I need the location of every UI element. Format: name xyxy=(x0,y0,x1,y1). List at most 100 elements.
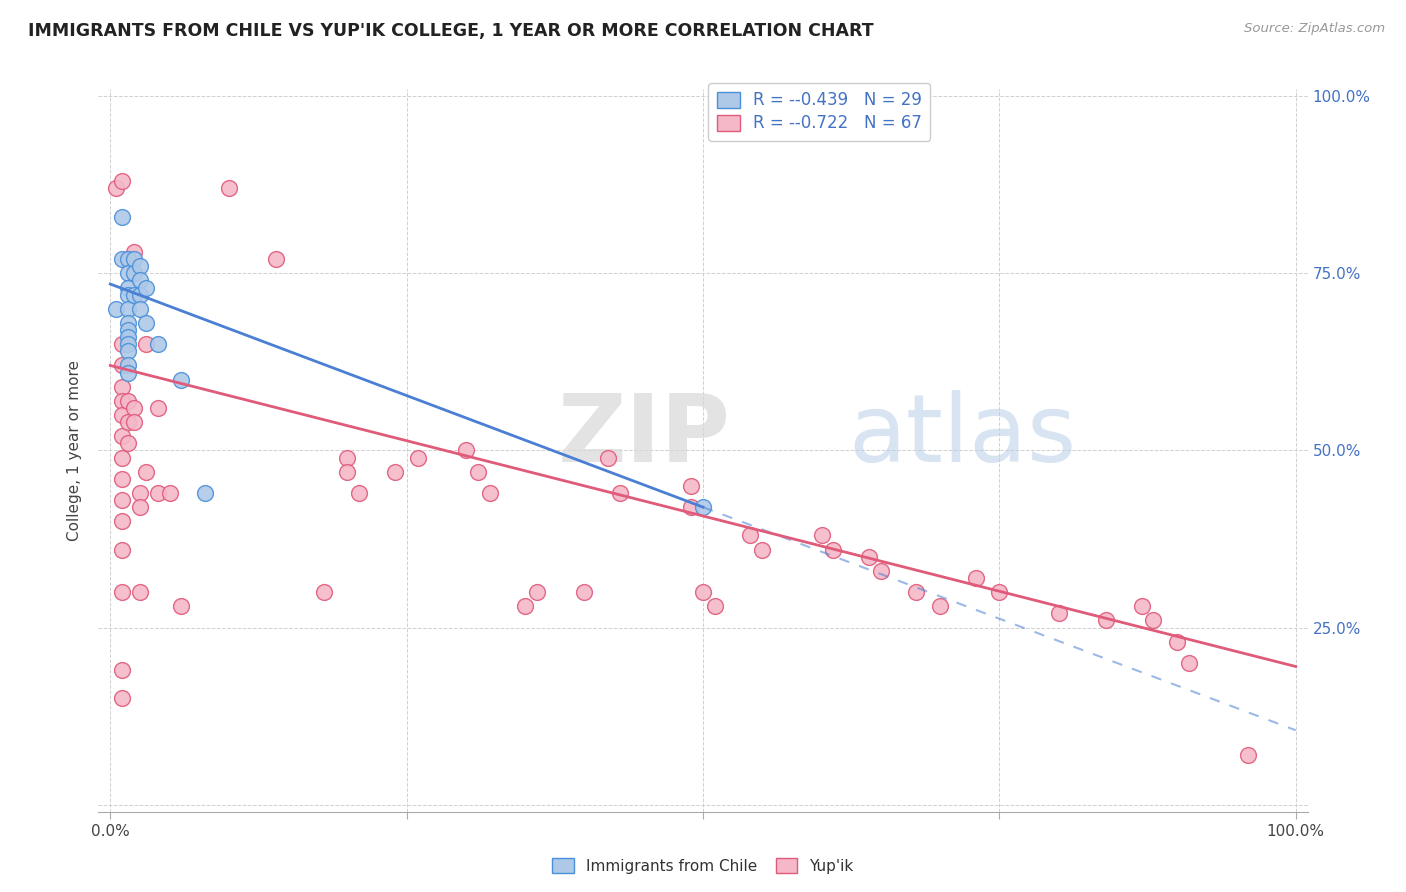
Point xyxy=(312,585,335,599)
Text: ZIP: ZIP xyxy=(558,390,731,482)
Point xyxy=(135,337,157,351)
Point xyxy=(692,585,714,599)
Legend: Immigrants from Chile, Yup'ik: Immigrants from Chile, Yup'ik xyxy=(547,852,859,880)
Point xyxy=(122,266,145,280)
Point xyxy=(740,528,762,542)
Point xyxy=(609,486,631,500)
Point xyxy=(515,599,537,614)
Point xyxy=(146,486,169,500)
Point xyxy=(111,174,134,188)
Point xyxy=(111,210,134,224)
Point xyxy=(117,337,139,351)
Point xyxy=(111,514,134,528)
Point xyxy=(408,450,430,465)
Point xyxy=(170,373,193,387)
Point xyxy=(218,181,240,195)
Point xyxy=(111,450,134,465)
Point xyxy=(122,401,145,415)
Point xyxy=(111,252,134,267)
Text: atlas: atlas xyxy=(848,390,1077,482)
Point xyxy=(264,252,287,267)
Point xyxy=(122,415,145,429)
Point xyxy=(111,408,134,422)
Point xyxy=(117,330,139,344)
Point xyxy=(336,450,359,465)
Point xyxy=(159,486,181,500)
Point xyxy=(117,316,139,330)
Point xyxy=(111,380,134,394)
Point xyxy=(1047,607,1070,621)
Point xyxy=(111,359,134,373)
Point xyxy=(117,266,139,280)
Point xyxy=(122,266,145,280)
Point xyxy=(129,585,152,599)
Point xyxy=(384,465,406,479)
Point xyxy=(117,301,139,316)
Point xyxy=(129,260,152,274)
Point xyxy=(129,273,152,287)
Point xyxy=(170,599,193,614)
Point xyxy=(905,585,928,599)
Point xyxy=(194,486,217,500)
Point xyxy=(703,599,725,614)
Point xyxy=(574,585,596,599)
Point xyxy=(526,585,548,599)
Point xyxy=(336,465,359,479)
Point xyxy=(681,500,703,515)
Point xyxy=(129,301,152,316)
Point xyxy=(122,287,145,301)
Point xyxy=(692,500,714,515)
Point xyxy=(117,280,139,294)
Point xyxy=(146,401,169,415)
Point xyxy=(1178,656,1201,670)
Point xyxy=(478,486,501,500)
Point xyxy=(598,450,620,465)
Point xyxy=(751,542,773,557)
Point xyxy=(929,599,952,614)
Text: IMMIGRANTS FROM CHILE VS YUP'IK COLLEGE, 1 YEAR OR MORE CORRELATION CHART: IMMIGRANTS FROM CHILE VS YUP'IK COLLEGE,… xyxy=(28,22,873,40)
Point xyxy=(111,542,134,557)
Point xyxy=(111,691,134,706)
Point xyxy=(111,585,134,599)
Point xyxy=(117,344,139,359)
Point xyxy=(117,366,139,380)
Point xyxy=(117,323,139,337)
Point xyxy=(117,393,139,408)
Point xyxy=(111,337,134,351)
Point xyxy=(129,287,152,301)
Point xyxy=(111,429,134,443)
Point xyxy=(1166,634,1188,648)
Point xyxy=(111,493,134,508)
Point xyxy=(117,415,139,429)
Point xyxy=(467,465,489,479)
Point xyxy=(988,585,1011,599)
Text: Source: ZipAtlas.com: Source: ZipAtlas.com xyxy=(1244,22,1385,36)
Point xyxy=(117,436,139,450)
Point xyxy=(810,528,832,542)
Point xyxy=(122,252,145,267)
Point xyxy=(1142,614,1164,628)
Point xyxy=(117,252,139,267)
Point xyxy=(111,393,134,408)
Point xyxy=(1237,747,1260,762)
Point xyxy=(117,287,139,301)
Point xyxy=(129,486,152,500)
Point xyxy=(1095,614,1118,628)
Point xyxy=(965,571,987,585)
Point xyxy=(129,500,152,515)
Point xyxy=(681,479,703,493)
Point xyxy=(454,443,477,458)
Point xyxy=(823,542,845,557)
Point xyxy=(135,465,157,479)
Point xyxy=(105,301,128,316)
Point xyxy=(111,663,134,677)
Point xyxy=(1130,599,1153,614)
Y-axis label: College, 1 year or more: College, 1 year or more xyxy=(67,360,83,541)
Legend: R = --0.439   N = 29, R = --0.722   N = 67: R = --0.439 N = 29, R = --0.722 N = 67 xyxy=(709,83,931,141)
Point xyxy=(869,564,891,578)
Point xyxy=(347,486,370,500)
Point xyxy=(135,316,157,330)
Point xyxy=(146,337,169,351)
Point xyxy=(117,359,139,373)
Point xyxy=(858,549,880,564)
